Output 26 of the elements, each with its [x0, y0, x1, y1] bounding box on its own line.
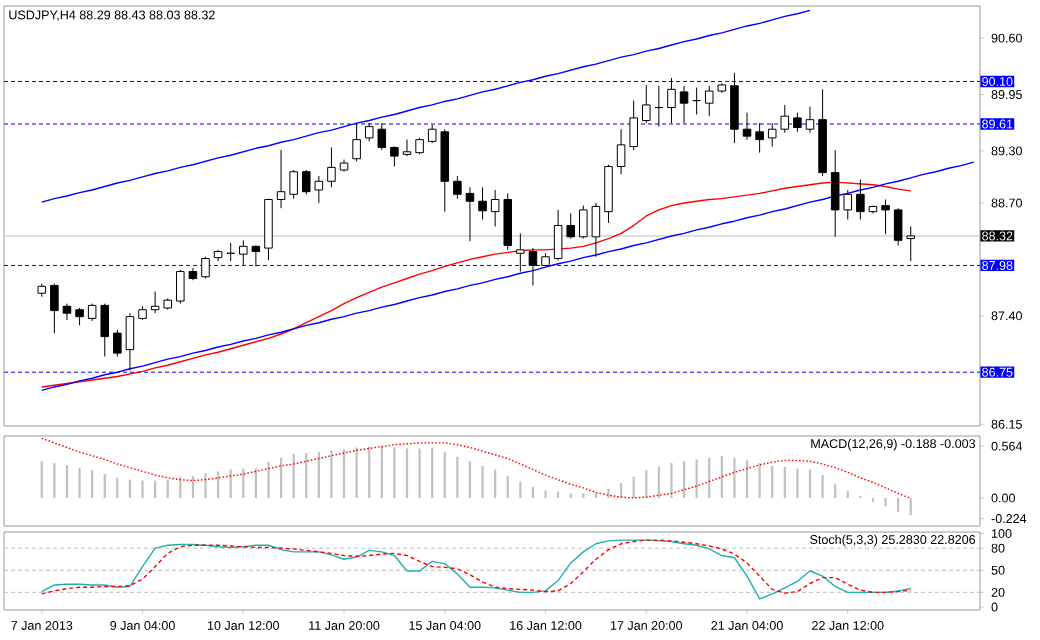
- candlestick: [465, 186, 475, 242]
- candlestick: [478, 186, 487, 220]
- candlestick: [289, 169, 298, 200]
- candlestick: [50, 283, 59, 334]
- candlestick: [516, 232, 525, 273]
- candlestick: [276, 149, 286, 209]
- candlestick: [125, 312, 135, 371]
- candlestick: [642, 84, 651, 124]
- candlestick: [327, 146, 336, 188]
- candlestick: [667, 77, 676, 124]
- candlestick: [881, 199, 890, 235]
- candlestick: [402, 139, 412, 157]
- candlestick: [453, 175, 462, 200]
- candlestick: [793, 112, 802, 133]
- candlestick: [528, 247, 538, 286]
- candlestick: [856, 179, 865, 220]
- candlestick: [604, 164, 613, 224]
- candlestick: [62, 303, 72, 321]
- candlestick: [805, 106, 815, 134]
- candlestick: [730, 72, 739, 144]
- candlestick: [755, 122, 764, 154]
- candlestick: [679, 85, 689, 124]
- candlestick: [113, 329, 122, 358]
- candlestick: [742, 112, 752, 141]
- candlestick: [352, 122, 361, 162]
- candlestick: [201, 256, 210, 279]
